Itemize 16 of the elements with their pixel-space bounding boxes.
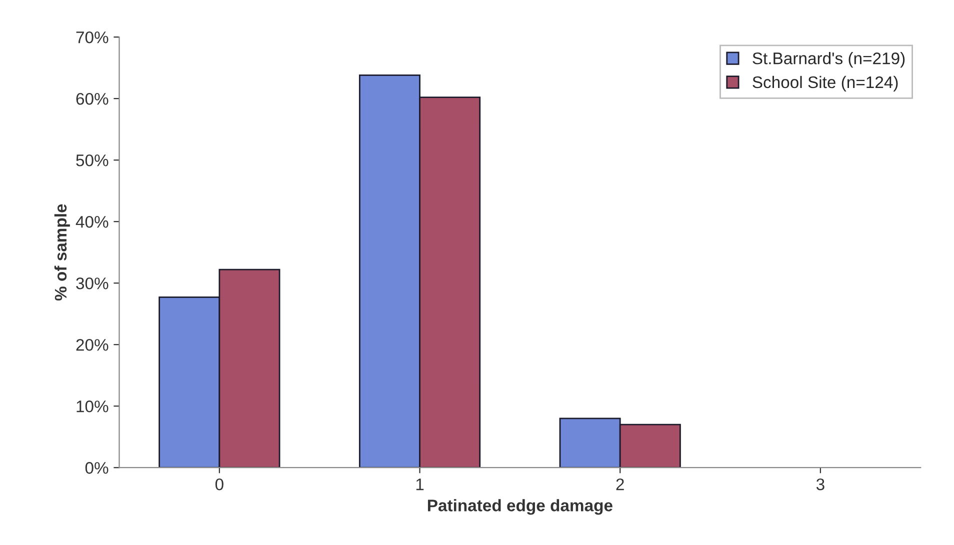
y-tick-label: 20%	[76, 338, 108, 351]
y-tick-label: 40%	[76, 216, 108, 228]
legend-label: St.Barnard's (n=219)	[752, 52, 905, 68]
y-tick-label: 0%	[85, 462, 108, 474]
x-tick-label: 2	[616, 478, 624, 490]
y-tick-label: 30%	[76, 277, 108, 290]
y-tick-label: 50%	[76, 154, 108, 166]
x-tick-label: 1	[416, 478, 424, 490]
y-tick-label: 70%	[76, 31, 108, 44]
x-tick-label: 3	[816, 478, 824, 490]
y-axis-title: % of sample	[54, 204, 70, 301]
x-tick-label: 0	[215, 478, 224, 490]
x-axis-title: Patinated edge damage	[428, 499, 612, 515]
legend-label: School Site (n=124)	[752, 76, 898, 92]
y-tick-label: 10%	[76, 400, 108, 412]
y-tick-label: 60%	[76, 92, 108, 105]
